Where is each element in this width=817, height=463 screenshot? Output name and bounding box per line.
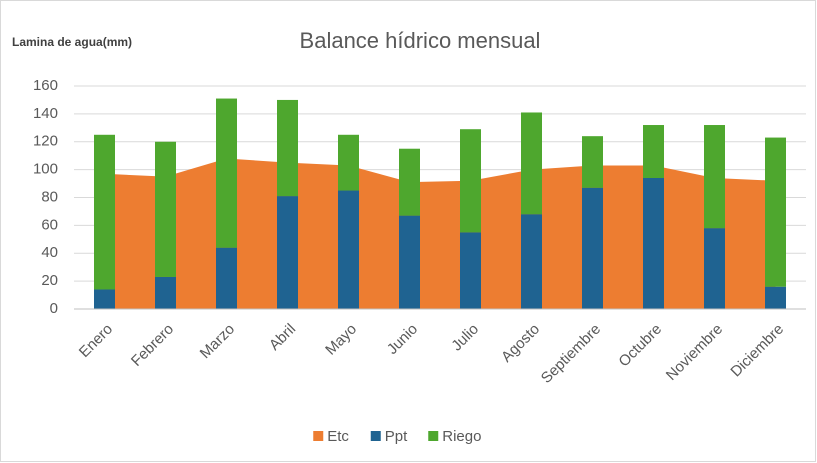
area: [104, 158, 776, 309]
bar: [399, 148, 420, 216]
bar: [460, 232, 481, 309]
bar: [277, 99, 298, 197]
bar: [765, 286, 786, 309]
bar: [399, 215, 420, 309]
y-tick-label: 120: [33, 133, 58, 150]
legend-swatch: [428, 431, 439, 441]
bar: [521, 112, 542, 215]
legend-swatch: [370, 431, 381, 441]
bar: [460, 129, 481, 233]
bar: [765, 137, 786, 287]
legend-swatch: [313, 431, 324, 441]
y-tick-label: 100: [33, 161, 58, 178]
bar: [643, 177, 664, 309]
bar: [94, 134, 115, 290]
bar: [216, 98, 237, 248]
y-tick-label: 60: [41, 216, 58, 233]
legend-label: Ppt: [385, 428, 408, 445]
y-tick-label: 20: [41, 272, 58, 289]
y-tick-label: 0: [50, 300, 58, 317]
y-tick-label: 140: [33, 105, 58, 122]
y-tick-label: 160: [33, 77, 58, 94]
bar: [155, 276, 176, 309]
legend-label: Etc: [327, 428, 349, 445]
bar: [521, 214, 542, 309]
bar: [94, 289, 115, 309]
bar: [155, 141, 176, 277]
bar: [338, 134, 359, 191]
y-axis-label: Lamina de agua(mm): [12, 35, 132, 49]
bar: [704, 125, 725, 229]
bar: [277, 196, 298, 309]
y-tick-label: 80: [41, 188, 58, 205]
bar: [704, 228, 725, 309]
y-tick-label: 40: [41, 244, 58, 261]
bar: [582, 187, 603, 309]
legend-label: Riego: [442, 428, 481, 445]
bar: [582, 136, 603, 188]
bar: [643, 125, 664, 178]
bar: [216, 247, 237, 309]
bar: [338, 190, 359, 309]
chart-title: Balance hídrico mensual: [300, 28, 541, 53]
